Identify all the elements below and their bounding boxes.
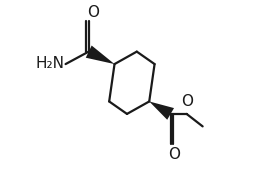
Text: O: O [87,5,99,20]
Text: O: O [168,147,180,162]
Text: H₂N: H₂N [35,56,64,71]
Text: O: O [181,94,194,109]
Polygon shape [149,101,174,120]
Polygon shape [86,46,114,64]
